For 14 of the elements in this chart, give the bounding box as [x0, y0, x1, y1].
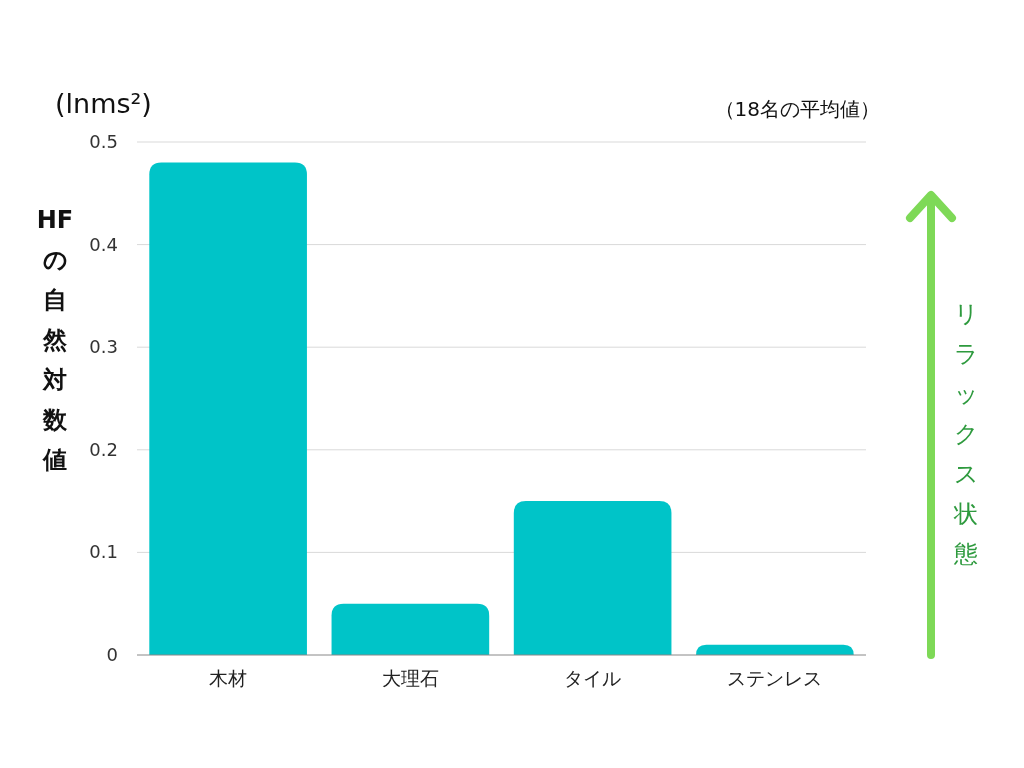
y-axis-title: HFの自然対数値 — [36, 206, 74, 474]
x-tick-label: 木材 — [209, 667, 248, 689]
text: (lnms²) — [55, 88, 152, 119]
text: リラックス状態 — [953, 300, 979, 568]
text: （18名の平均値） — [714, 97, 880, 121]
y-tick-label: 0.2 — [89, 438, 118, 460]
x-tick-label: タイル — [564, 667, 622, 689]
y-tick-label: 0.5 — [89, 131, 118, 152]
y-tick-label: 0.4 — [89, 233, 118, 255]
y-tick-label: 0.3 — [89, 336, 118, 358]
y-tick-label: 0.1 — [89, 541, 118, 563]
x-tick-label: 大理石 — [381, 667, 439, 689]
x-tick-label: ステンレス — [727, 667, 823, 689]
y-tick-label: 0 — [106, 644, 118, 665]
